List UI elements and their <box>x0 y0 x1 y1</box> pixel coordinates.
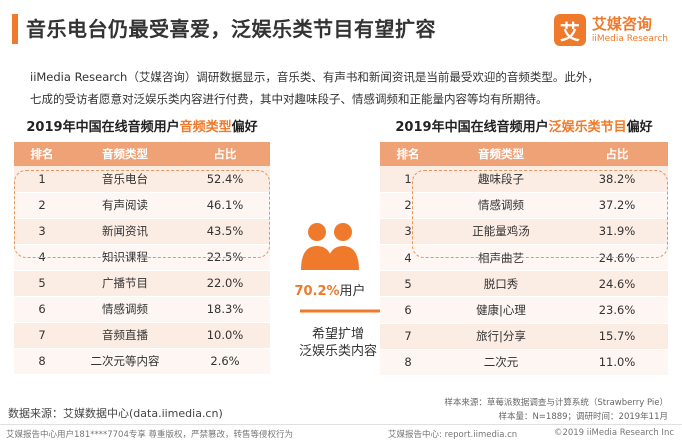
top3-highlight-right <box>412 170 668 258</box>
header-pct: 占比 <box>180 142 270 166</box>
header-rank: 排名 <box>14 142 70 166</box>
header-rank: 排名 <box>380 142 436 166</box>
pct-value: 70.2% <box>294 284 340 299</box>
footer-report-link[interactable]: 艾媒报告中心: report.iimedia.cn <box>388 430 518 440</box>
data-source: 数据来源：艾媒数据中心(data.iimedia.cn) <box>8 407 223 420</box>
header: 音乐电台仍最受喜爱，泛娱乐类节目有望扩容 艾 艾媒咨询 iiMedia Rese… <box>0 0 682 58</box>
table-row: 7 音频直播 10.0% <box>14 322 270 349</box>
header-type: 音频类型 <box>70 142 180 166</box>
sample-size-note: 样本量：N=1889；调研时间：2019年11月 <box>498 412 668 422</box>
logo-name-en: iiMedia Research <box>591 33 668 44</box>
table-row: 6 健康|心理 23.6% <box>380 296 668 324</box>
table-row: 2 有声阅读 46.1% <box>14 192 270 219</box>
users-group-icon <box>295 220 365 272</box>
sample-source-note: 样本来源：草莓派数据调查与计算系统（Strawberry Pie） <box>444 398 668 408</box>
audio-type-table-title: 2019年中国在线音频用户音频类型偏好 <box>26 120 258 135</box>
table-row: 6 情感调频 18.3% <box>14 296 270 323</box>
header-pct: 占比 <box>566 142 668 166</box>
pct-users-label: 70.2%用户 <box>294 284 366 299</box>
table-row: 8 二次元 11.0% <box>380 349 668 377</box>
pan-entertainment-table-title: 2019年中国在线音频用户泛娱乐类节目偏好 <box>395 120 653 135</box>
table-row: 5 脱口秀 24.6% <box>380 270 668 298</box>
footer-copyright-notice: 艾媒报告中心用户181****7704专享 尊重版权，严禁篡改，转售等侵权行为 <box>6 430 294 440</box>
intro-line-1: iiMedia Research（艾媒咨询）调研数据显示，音乐类、有声书和新闻资… <box>30 70 599 84</box>
page-title: 音乐电台仍最受喜爱，泛娱乐类节目有望扩容 <box>26 17 436 41</box>
table-row: 5 广播节目 22.0% <box>14 270 270 297</box>
pan-entertainment-data-table: 排名 音频类型 占比 1 趣味段子 38.2% 2 情感调频 37.2% 3 正能量鸡汤 3… <box>380 142 668 377</box>
logo-mark-icon: 艾 <box>553 14 586 46</box>
table-row: 7 旅行|分享 15.7% <box>380 323 668 350</box>
intro-paragraph: iiMedia Research（艾媒咨询）调研数据显示，音乐类、有声书和新闻资… <box>30 66 660 110</box>
pan-entertainment-table: 2019年中国在线音频用户泛娱乐类节目偏好 排名 音频类型 占比 1 趣味段子 38… <box>380 118 668 377</box>
top3-highlight-left <box>14 170 270 258</box>
center-callout: 70.2%用户 <box>280 220 380 299</box>
header-type: 音频类型 <box>436 142 566 166</box>
table-row: 2 情感调频 37.2% <box>380 192 668 219</box>
title-accent-bar <box>12 14 18 44</box>
table-row: 3 正能量鸡汤 31.9% <box>380 218 668 246</box>
table-row: 3 新闻资讯 43.5% <box>14 218 270 245</box>
footer: 艾媒报告中心用户181****7704专享 尊重版权，严禁篡改，转售等侵权行为 … <box>0 424 682 440</box>
brand-logo: 艾 艾媒咨询 iiMedia Research <box>553 10 668 50</box>
logo-name-cn: 艾媒咨询 <box>591 14 652 33</box>
footer-copyright: ©2019 iiMedia Research Inc <box>553 428 674 438</box>
table-row: 8 二次元等内容 2.6% <box>14 348 270 375</box>
wish-expand-text: 希望扩增 泛娱乐类内容 <box>298 327 377 359</box>
intro-line-2: 七成的受访者愿意对泛娱乐类内容进行付费，其中对趣味段子、情感调频和正能量内容等均… <box>30 92 548 106</box>
